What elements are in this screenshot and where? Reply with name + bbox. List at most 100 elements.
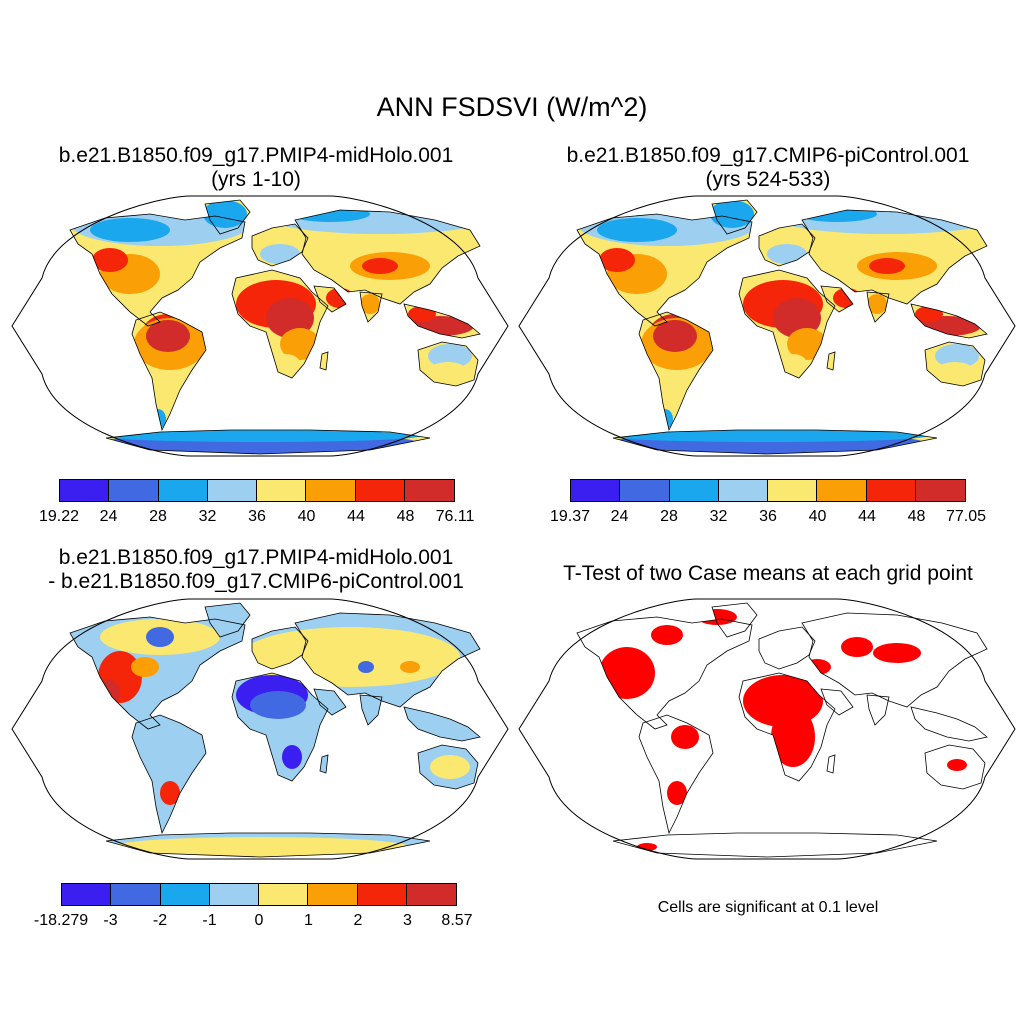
colorbar-swatch (60, 480, 110, 501)
colorbar-label: 24 (99, 508, 118, 525)
data-region (651, 625, 683, 645)
panel-1-title: b.e21.B1850.f09_g17.PMIP4-midHolo.001 (y… (6, 144, 506, 192)
data-region (203, 200, 247, 228)
data-region (771, 707, 815, 767)
continent-antarctica (612, 832, 938, 858)
data-region (272, 354, 300, 374)
continent-northamerica (69, 616, 246, 730)
main-title: ANN FSDSVI (W/m^2) (376, 92, 648, 122)
data-region (358, 661, 374, 673)
colorbar-label: 40 (808, 508, 827, 525)
data-region (428, 362, 468, 382)
colorbar-difference: -18.279 -3 -2 -1 0 1 2 3 8.57 (34, 883, 473, 933)
continent-australia (924, 744, 986, 790)
colorbar-swatch (160, 884, 210, 905)
data-region (430, 755, 470, 779)
data-region (362, 258, 398, 274)
data-region (400, 661, 420, 673)
colorbar-label: 48 (396, 508, 415, 525)
colorbar-label: 28 (149, 508, 167, 525)
map-border (518, 598, 1016, 860)
data-region (428, 344, 472, 368)
data-region (599, 647, 655, 699)
continent-seasia (403, 303, 481, 339)
data-region (146, 627, 174, 647)
data-region (947, 759, 967, 771)
continent-asia (294, 612, 481, 708)
panel-3-title-line2: - b.e21.B1850.f09_g17.CMIP6-piControl.00… (48, 570, 464, 593)
data-region (146, 320, 190, 352)
land-fill-group (599, 609, 967, 851)
colorbar-label: 24 (610, 508, 629, 525)
continent-greenland (711, 199, 758, 235)
colorbar-label: 36 (759, 508, 777, 525)
colorbar-label: 32 (198, 508, 217, 525)
colorbar-swatch (404, 480, 454, 501)
map-panel-picontrol (518, 195, 1016, 457)
map-panel-midholo (11, 195, 509, 457)
colorbar-swatch (109, 480, 159, 501)
panel-1-title-line2: (yrs 1-10) (211, 168, 301, 191)
colorbar-label: 2 (353, 912, 363, 929)
data-region (131, 657, 159, 677)
continent-asia (801, 209, 988, 305)
continent-africa (738, 269, 836, 379)
colorbar-swatch (357, 884, 407, 905)
colorbar-swatch (768, 480, 818, 501)
panel-2-title-line2: (yrs 524-533) (705, 168, 831, 191)
colorbar-swatch (207, 480, 257, 501)
map-border (11, 598, 509, 860)
colorbar-swatch (257, 480, 307, 501)
continent-australia (924, 341, 986, 387)
colorbar-swatch (209, 884, 259, 905)
colorbar-swatch (308, 884, 358, 905)
continent-arabia (820, 688, 854, 716)
colorbar-label: 0 (254, 912, 264, 929)
continent-southamerica (131, 714, 207, 835)
colorbar-picontrol: 19.37 24 28 32 36 40 44 48 77.05 (550, 479, 986, 529)
panel-1-title-line1: b.e21.B1850.f09_g17.PMIP4-midHolo.001 (58, 144, 454, 167)
data-region (767, 244, 807, 264)
colorbar-label: -2 (152, 912, 168, 929)
colorbar-swatch (158, 480, 208, 501)
continent-india (359, 694, 383, 726)
colorbar-label: -3 (103, 912, 118, 929)
continent-madagascar (826, 351, 836, 371)
continent-arabia (313, 688, 347, 716)
continent-arabia (820, 285, 854, 313)
colorbar-swatch (111, 884, 161, 905)
continent-asia (801, 612, 988, 708)
data-region (841, 637, 873, 657)
continent-seasia (403, 706, 481, 742)
colorbar-label: -1 (202, 912, 217, 929)
continent-greenland (711, 602, 758, 638)
colorbar-swatch (866, 480, 916, 501)
continent-northamerica (69, 213, 246, 327)
colorbar-label: 77.05 (945, 508, 987, 525)
continent-africa (738, 672, 836, 782)
continent-antarctica (612, 429, 938, 455)
map-panel-ttest (518, 598, 1016, 860)
panel-4-title-line1: T-Test of two Case means at each grid po… (563, 562, 973, 585)
continent-madagascar (319, 351, 329, 371)
continent-australia (417, 341, 479, 387)
colorbar-swatch (259, 884, 309, 905)
data-region (250, 691, 306, 719)
continent-australia (417, 744, 479, 790)
colorbar-label: 76.11 (435, 508, 475, 525)
data-region (360, 294, 380, 314)
colorbar-label: 19.22 (38, 508, 80, 525)
colorbar-label: 3 (403, 912, 412, 929)
data-region (260, 244, 300, 264)
map-border (518, 195, 1016, 457)
data-region (90, 218, 170, 242)
continent-asia (294, 209, 481, 305)
continent-greenland (204, 199, 251, 235)
panel-2-title: b.e21.B1850.f09_g17.CMIP6-piControl.001 … (518, 144, 1018, 192)
colorbar-label: 40 (297, 508, 316, 525)
continent-southamerica (638, 311, 714, 432)
continent-europe (758, 223, 816, 267)
colorbar-swatch (718, 480, 768, 501)
data-region (110, 837, 410, 857)
data-region (935, 362, 975, 382)
